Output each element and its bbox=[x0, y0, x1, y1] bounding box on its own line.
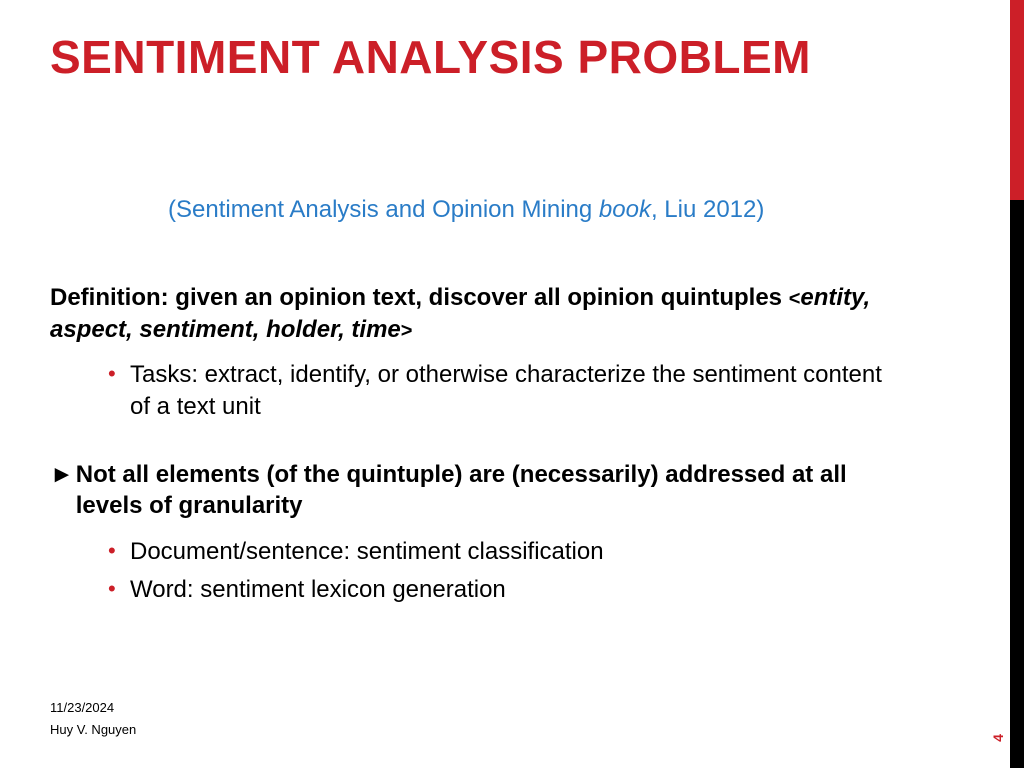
slide: SENTIMENT ANALYSIS PROBLEM (Sentiment An… bbox=[0, 0, 1024, 768]
page-number: 4 bbox=[990, 734, 1006, 742]
accent-bar-bottom bbox=[1010, 200, 1024, 768]
slide-subtitle: (Sentiment Analysis and Opinion Mining b… bbox=[168, 196, 764, 224]
bullet-block-1: • Tasks: extract, identify, or otherwise… bbox=[108, 359, 888, 422]
arrow-icon: ► bbox=[50, 459, 74, 491]
definition-lead: Definition: given an opinion text, disco… bbox=[50, 284, 789, 311]
list-item: • Tasks: extract, identify, or otherwise… bbox=[108, 359, 888, 422]
second-heading: ► Not all elements (of the quintuple) ar… bbox=[50, 459, 910, 522]
subtitle-suffix: , Liu 2012) bbox=[651, 196, 764, 223]
accent-bar-top bbox=[1010, 0, 1024, 200]
subtitle-italic: book bbox=[599, 196, 651, 223]
footer-date: 11/23/2024 bbox=[50, 700, 114, 715]
second-heading-text: Not all elements (of the quintuple) are … bbox=[76, 459, 910, 522]
bullet-icon: • bbox=[108, 359, 130, 388]
slide-body: Definition: given an opinion text, disco… bbox=[50, 282, 910, 611]
slide-title: SENTIMENT ANALYSIS PROBLEM bbox=[50, 32, 811, 84]
bullet-icon: • bbox=[108, 574, 130, 603]
list-item: • Word: sentiment lexicon generation bbox=[108, 574, 888, 606]
bullet-icon: • bbox=[108, 536, 130, 565]
definition-open-angle: < bbox=[789, 288, 801, 310]
list-item: • Document/sentence: sentiment classific… bbox=[108, 536, 888, 568]
footer-author: Huy V. Nguyen bbox=[50, 722, 136, 737]
definition-line: Definition: given an opinion text, disco… bbox=[50, 282, 910, 345]
definition-close-angle: > bbox=[401, 320, 413, 342]
bullet-text-3: Word: sentiment lexicon generation bbox=[130, 574, 506, 606]
bullet-text-1: Tasks: extract, identify, or otherwise c… bbox=[130, 359, 888, 422]
bullet-block-2: • Document/sentence: sentiment classific… bbox=[108, 536, 888, 605]
subtitle-prefix: (Sentiment Analysis and Opinion Mining bbox=[168, 196, 599, 223]
bullet-text-2: Document/sentence: sentiment classificat… bbox=[130, 536, 604, 568]
